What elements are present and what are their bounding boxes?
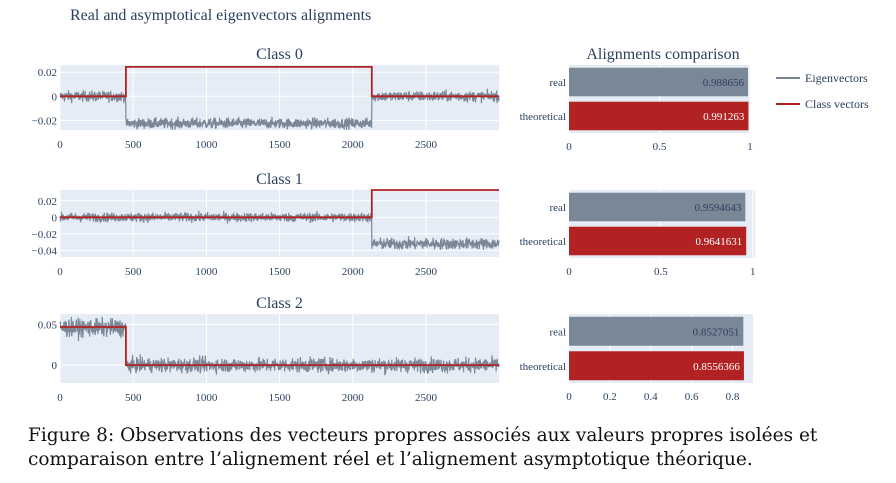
bar-value-label: 0.8527051 [693, 326, 740, 338]
x-tick-label: 0.4 [644, 391, 658, 403]
y-tick-label: −0.04 [32, 245, 58, 257]
x-tick-label: 1000 [195, 139, 218, 151]
x-tick-label: 500 [125, 139, 142, 151]
legend-class-label: Class vectors [805, 97, 869, 111]
eigenvector-line [59, 316, 500, 376]
chart-title: Class 2 [256, 295, 303, 312]
bar-real [569, 67, 748, 97]
eigenvector-line [59, 88, 500, 130]
x-tick-label: 0.5 [653, 141, 667, 153]
bar-value-label: 0.988656 [703, 77, 745, 89]
chart-title: Class 0 [256, 46, 303, 63]
x-tick-label: 2000 [342, 266, 365, 278]
x-tick-label: 0.2 [603, 391, 617, 403]
alignment-bars-2: 0 0.2 0.4 0.6 0.8 real 0.8527051 theoretical 0.8… [520, 314, 753, 403]
y-tick-label: 0.02 [38, 67, 57, 79]
category-label: real [550, 77, 566, 89]
x-tick-label: 0.6 [685, 391, 699, 403]
legend: Eigenvectors Class vectors [776, 71, 869, 111]
x-tick-label: 0.8 [726, 391, 740, 403]
x-tick-label: 1000 [195, 266, 218, 278]
category-label: real [550, 202, 566, 214]
bar-theoretical [569, 351, 744, 381]
x-tick-label: 2000 [342, 139, 365, 151]
category-label: theoretical [520, 236, 566, 248]
class-1-chart: 0 500 1000 1500 2000 2500 0.02 0 −0.02 −0.04 Class… [32, 171, 500, 278]
y-tick-label: 0 [52, 212, 58, 224]
alignment-bars-0: 0 0.5 1 Alignments comparison real 0.988656 th… [520, 46, 753, 153]
chart-title: Class 1 [256, 171, 303, 188]
class-vector-line [60, 189, 499, 219]
bar-real [569, 316, 744, 346]
category-label: theoretical [520, 361, 566, 373]
legend-eigen-label: Eigenvectors [805, 71, 868, 85]
class-vector-line [60, 326, 499, 367]
x-tick-label: 1500 [269, 392, 292, 404]
x-tick-label: 0 [566, 266, 572, 278]
x-tick-label: 1500 [269, 139, 292, 151]
class-2-chart: 0 500 1000 1500 2000 2500 0.05 0 Class 2 [38, 295, 500, 404]
y-tick-label: −0.02 [32, 229, 57, 241]
y-tick-label: 0.05 [38, 320, 58, 332]
x-tick-label: 0 [57, 139, 63, 151]
figure-title: Real and asymptotical eigenvectors align… [70, 7, 372, 24]
y-tick-label: 0 [52, 91, 58, 103]
bar-theoretical [569, 101, 749, 131]
y-tick-label: 0 [52, 360, 58, 372]
y-tick-label: −0.02 [32, 115, 57, 127]
alignment-bars-1: 0 0.5 1 real 0.9594643 theoretical 0.9641631 [520, 190, 756, 278]
category-label: real [550, 326, 566, 338]
x-tick-label: 0.5 [654, 266, 668, 278]
chart-title: Alignments comparison [586, 46, 739, 63]
x-tick-label: 500 [125, 392, 142, 404]
x-tick-label: 2000 [342, 392, 365, 404]
x-tick-label: 0 [57, 266, 63, 278]
x-tick-label: 1 [747, 141, 753, 153]
bar-value-label: 0.991263 [703, 111, 745, 123]
bar-value-label: 0.9641631 [695, 236, 742, 248]
bar-real [569, 192, 746, 222]
x-tick-label: 0 [566, 141, 572, 153]
x-tick-label: 1500 [269, 266, 292, 278]
x-tick-label: 2500 [415, 139, 438, 151]
bar-value-label: 0.8556366 [693, 361, 740, 373]
y-tick-label: 0.02 [38, 196, 57, 208]
x-tick-label: 1000 [195, 392, 218, 404]
class-vector-line [60, 66, 499, 98]
x-tick-label: 500 [125, 266, 142, 278]
category-label: theoretical [520, 111, 566, 123]
figure-caption: Figure 8: Observations des vecteurs prop… [28, 425, 818, 470]
bar-theoretical [569, 226, 747, 256]
x-tick-label: 2500 [415, 392, 438, 404]
eigenvector-line [59, 210, 500, 251]
x-tick-label: 0 [566, 391, 572, 403]
x-tick-label: 1 [750, 266, 756, 278]
x-tick-label: 0 [57, 392, 63, 404]
bar-value-label: 0.9594643 [695, 202, 742, 214]
x-tick-label: 2500 [415, 266, 438, 278]
